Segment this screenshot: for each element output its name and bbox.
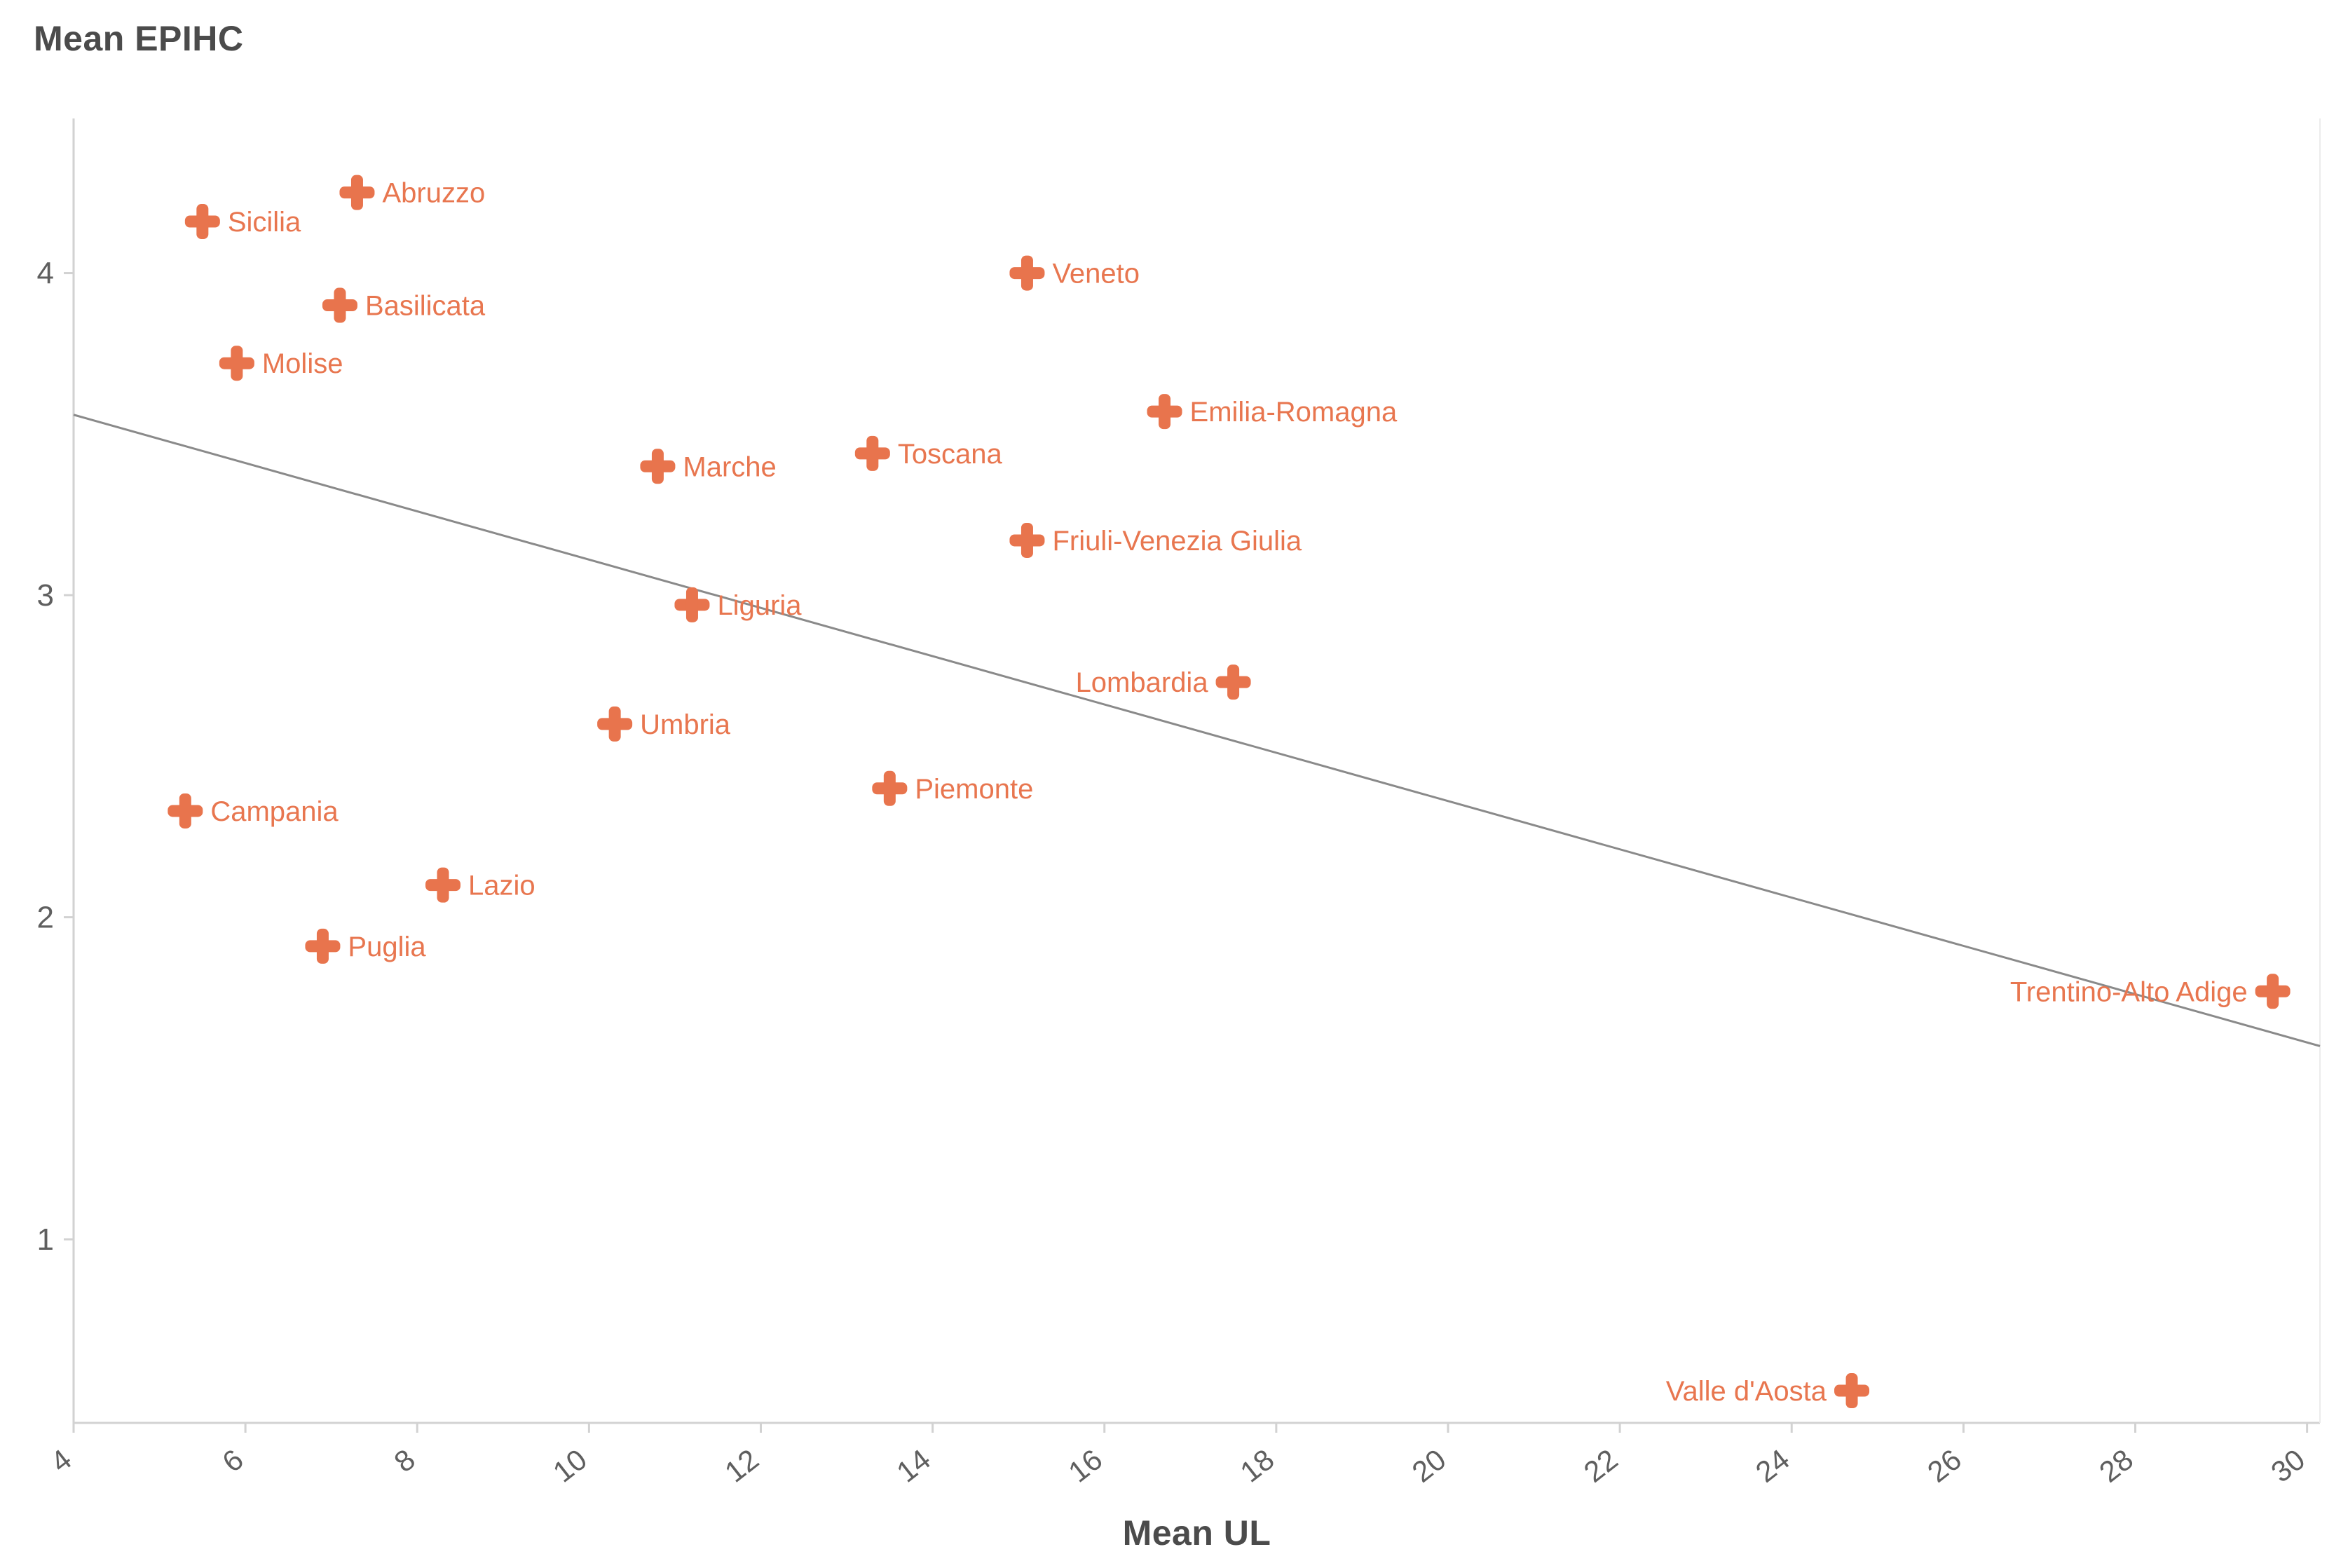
x-tick-label: 28 xyxy=(2093,1443,2139,1489)
data-point-abruzzo: Abruzzo xyxy=(339,175,485,210)
data-point-veneto: Veneto xyxy=(1009,255,1140,291)
data-point-trentino-alto-adige: Trentino-Alto Adige xyxy=(2010,974,2291,1009)
data-point-lazio: Lazio xyxy=(425,867,535,903)
point-label: Molise xyxy=(262,348,343,379)
plus-marker-icon xyxy=(2267,974,2279,1009)
x-tick-label: 20 xyxy=(1406,1443,1452,1489)
data-point-lombardia: Lombardia xyxy=(1076,664,1251,700)
x-tick-label: 18 xyxy=(1234,1443,1281,1489)
point-label: Piemonte xyxy=(915,774,1033,805)
plus-marker-icon xyxy=(608,706,621,742)
y-tick-label: 2 xyxy=(37,901,54,935)
trend-line xyxy=(73,414,2321,1047)
data-point-valle-d-aosta: Valle d'Aosta xyxy=(1666,1373,1870,1409)
plus-marker-icon xyxy=(437,867,449,903)
data-point-sicilia: Sicilia xyxy=(184,204,301,240)
plus-marker-icon xyxy=(179,793,191,829)
point-label: Campania xyxy=(210,796,339,827)
y-axis-title: Mean EPIHC xyxy=(34,19,244,58)
point-label: Veneto xyxy=(1052,259,1140,289)
plus-marker-icon xyxy=(316,928,329,964)
point-label: Marche xyxy=(683,451,776,482)
plus-marker-icon xyxy=(685,587,698,622)
data-point-piemonte: Piemonte xyxy=(872,770,1033,806)
plus-marker-icon xyxy=(1021,255,1033,291)
point-label: Puglia xyxy=(348,932,426,962)
data-point-umbria: Umbria xyxy=(597,706,731,742)
plus-marker-icon xyxy=(1845,1373,1858,1409)
data-point-emilia-romagna: Emilia-Romagna xyxy=(1147,394,1398,430)
plus-marker-icon xyxy=(1021,522,1033,558)
point-label: Abruzzo xyxy=(382,178,485,209)
point-label: Sicilia xyxy=(228,207,301,238)
x-tick-label: 8 xyxy=(388,1443,421,1478)
x-tick-label: 14 xyxy=(890,1443,936,1489)
point-label: Trentino-Alto Adige xyxy=(2010,976,2248,1007)
point-label: Emilia-Romagna xyxy=(1190,397,1398,428)
x-tick-label: 30 xyxy=(2265,1443,2311,1489)
plus-marker-icon xyxy=(196,204,209,240)
x-tick-label: 16 xyxy=(1063,1443,1109,1489)
point-label: Lombardia xyxy=(1076,667,1209,698)
x-tick-label: 4 xyxy=(44,1443,77,1478)
x-tick-label: 24 xyxy=(1749,1443,1796,1489)
point-label: Umbria xyxy=(640,709,731,740)
point-label: Valle d'Aosta xyxy=(1666,1376,1827,1407)
plus-marker-icon xyxy=(334,287,346,323)
plus-marker-icon xyxy=(651,449,664,484)
y-tick-label: 1 xyxy=(37,1222,54,1257)
y-tick-label: 3 xyxy=(37,578,54,613)
plus-marker-icon xyxy=(883,770,896,806)
plus-marker-icon xyxy=(231,346,243,381)
plus-marker-icon xyxy=(1159,394,1171,430)
plus-marker-icon xyxy=(1227,664,1240,700)
point-label: Basilicata xyxy=(365,291,486,322)
x-tick-label: 26 xyxy=(1921,1443,1967,1489)
data-point-toscana: Toscana xyxy=(854,435,1003,471)
point-label: Liguria xyxy=(717,590,802,621)
point-label: Lazio xyxy=(468,871,535,901)
data-point-campania: Campania xyxy=(168,793,339,829)
plus-marker-icon xyxy=(866,435,879,471)
plus-marker-icon xyxy=(350,175,363,210)
data-point-friuli-venezia-giulia: Friuli-Venezia Giulia xyxy=(1009,522,1302,558)
x-tick-label: 10 xyxy=(547,1443,593,1489)
x-tick-label: 22 xyxy=(1578,1443,1624,1489)
y-tick-label: 4 xyxy=(37,257,54,291)
x-tick-label: 12 xyxy=(718,1443,765,1489)
x-tick-label: 6 xyxy=(216,1443,249,1478)
point-label: Friuli-Venezia Giulia xyxy=(1052,526,1302,557)
point-label: Toscana xyxy=(898,439,1003,470)
data-point-molise: Molise xyxy=(219,346,343,381)
x-axis-title: Mean UL xyxy=(1122,1513,1271,1553)
data-point-liguria: Liguria xyxy=(674,587,802,622)
data-point-basilicata: Basilicata xyxy=(322,287,486,323)
data-point-puglia: Puglia xyxy=(305,928,426,964)
data-point-marche: Marche xyxy=(640,449,777,484)
